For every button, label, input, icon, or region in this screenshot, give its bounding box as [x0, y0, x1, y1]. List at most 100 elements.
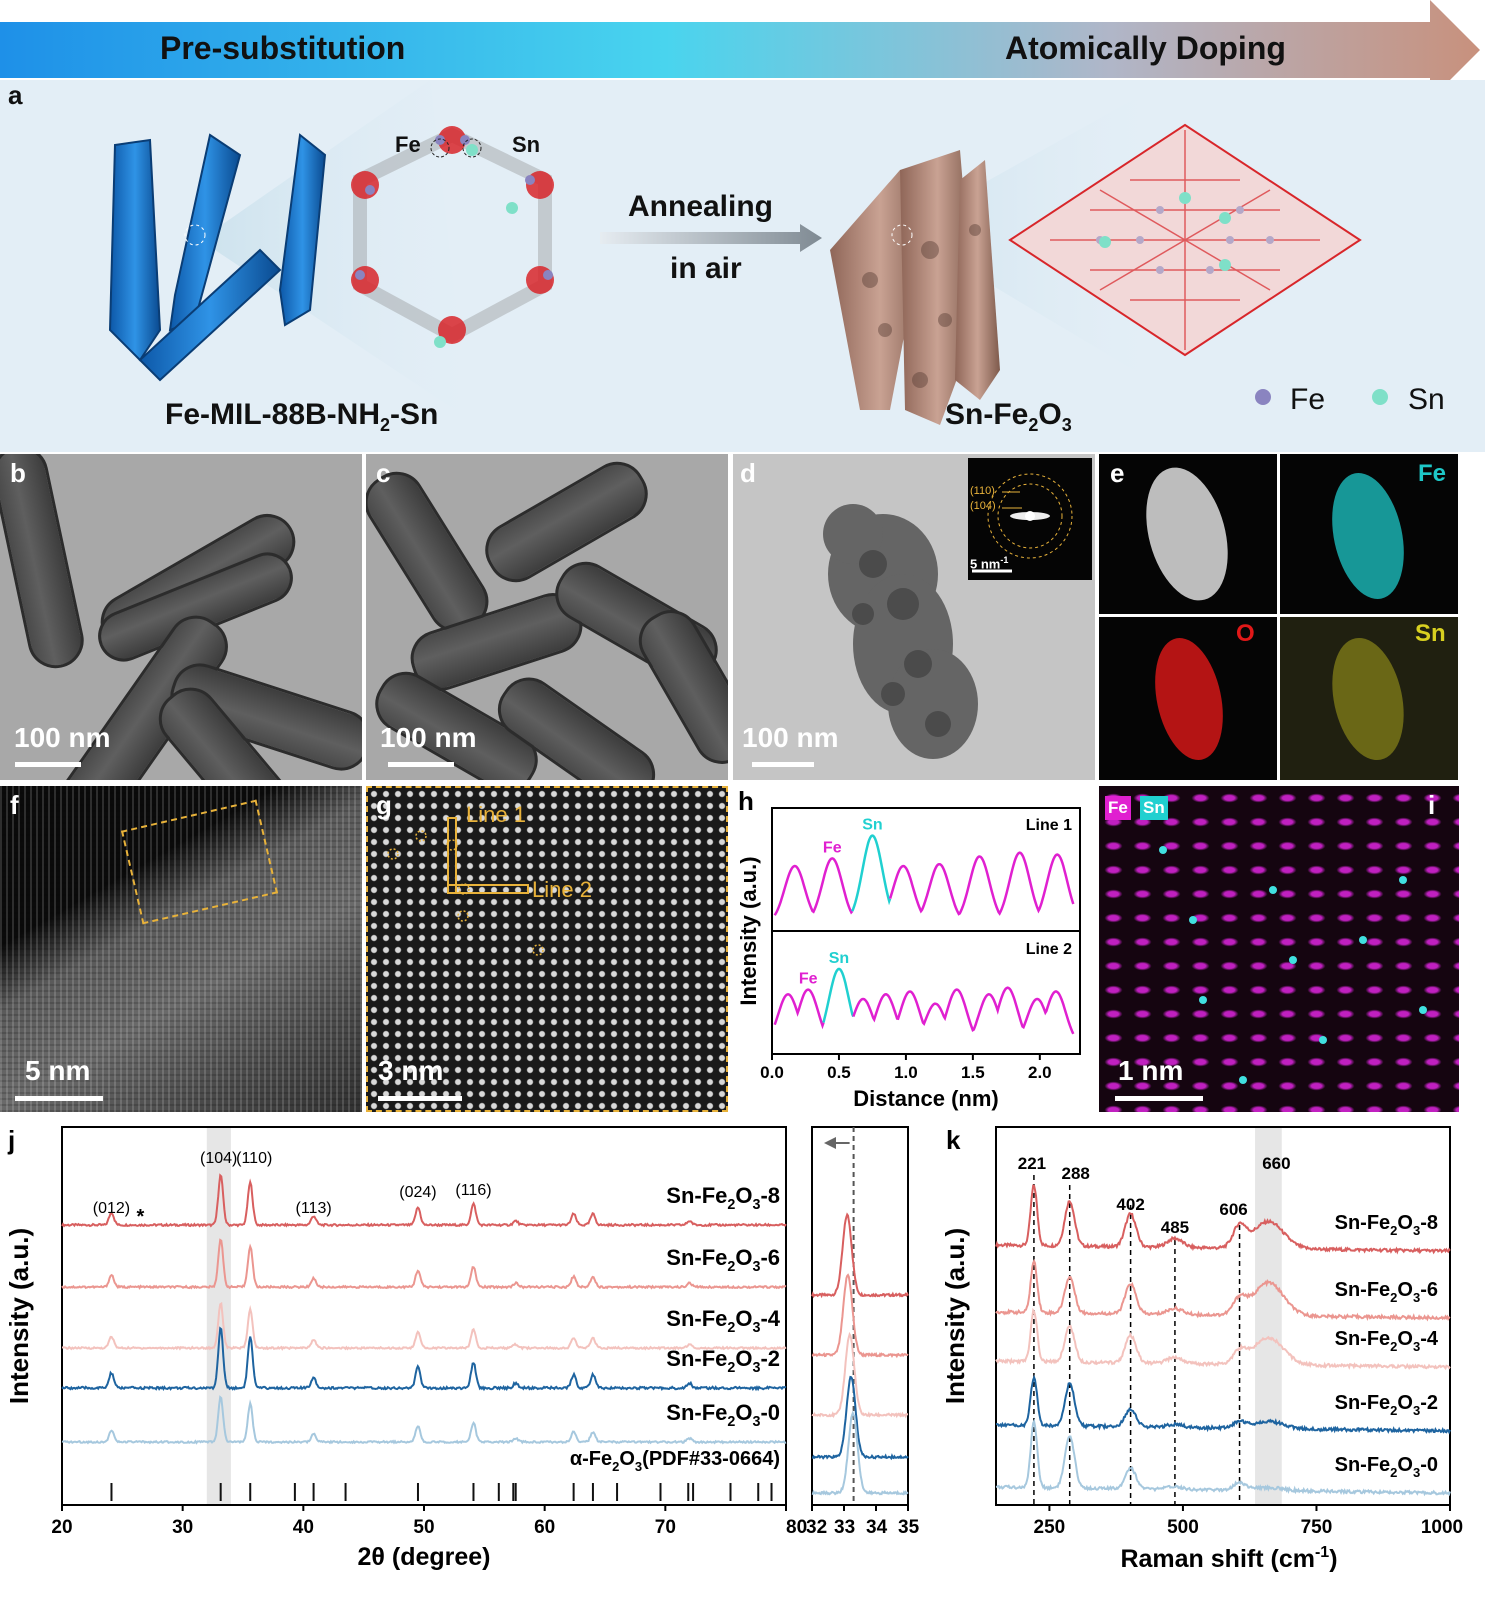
panel-g-letter: g [376, 790, 392, 820]
panel-c-scale-bar [388, 762, 454, 767]
zoom-frame [811, 1126, 909, 1506]
xrd-series-label: Sn-Fe2O3-2 [666, 1346, 780, 1376]
xrd-series-line [61, 1326, 787, 1392]
panel-j-letter-mark: j [7, 1125, 15, 1155]
raman-series-line [995, 1184, 1451, 1255]
x-axis-title: Raman shift (cm-1) [1120, 1544, 1337, 1573]
sn-map [1280, 617, 1458, 780]
profile-curve-1-sn [851, 834, 892, 912]
raman-series-line [996, 1374, 1451, 1435]
xrd-peak-label: (024) [399, 1184, 436, 1201]
raman-series-label: Sn-Fe2O3-0 [1335, 1454, 1438, 1480]
legend-fe-label: Fe [1290, 383, 1326, 416]
panel-h-letter-mark: h [738, 786, 754, 816]
profile-line-label: Line 1 [1026, 817, 1072, 834]
haadf-image-g [366, 786, 728, 1112]
panel-c-letter: c [376, 458, 391, 488]
zoom-series-line [811, 1331, 909, 1419]
y-axis-title: Intensity (a.u.) [736, 856, 761, 1005]
zoom-tick-labels: 8032 33 34 35 [786, 1517, 920, 1538]
panel-b-scale-label: 100 nm [14, 722, 111, 753]
eds-fe-tag: Fe [1105, 796, 1131, 820]
profile-curve-2-sn [822, 967, 855, 1023]
banner-left-label: Pre-substitution [160, 30, 406, 66]
mof-fe-tag: Fe [395, 132, 421, 157]
x-axis-title: Distance (nm) [853, 1086, 998, 1111]
xrd-peak-label: (113) [296, 1200, 332, 1217]
x-tick-label: 40 [293, 1517, 314, 1538]
hematite-lattice [1008, 123, 1362, 357]
panel-b-scale-bar [15, 762, 81, 767]
panel-f-letter: f [10, 790, 19, 820]
x-tick-label: 30 [172, 1517, 193, 1538]
x-tick-label: 1.0 [894, 1063, 918, 1082]
x-tick-label: 1000 [1421, 1517, 1463, 1538]
eds-sn-tag: Sn [1140, 796, 1168, 820]
x-tick-label: 2.0 [1028, 1063, 1052, 1082]
panel-c-scale-label: 100 nm [380, 722, 477, 753]
oxide-caption: Sn-Fe2O3 [945, 398, 1072, 435]
x-tick-label: 20 [51, 1517, 72, 1538]
raman-series-label: Sn-Fe2O3-2 [1335, 1392, 1438, 1418]
xrd-peak-label: (104) [200, 1150, 237, 1167]
y-axis-title: Intensity (a.u.) [4, 1228, 34, 1404]
shift-arrow-head [824, 1137, 836, 1149]
zoom-series-line [811, 1375, 909, 1461]
line-profile-chart: h Line 1 Sn Fe Line 2 Sn Fe 0.0 0.5 1.0 1.5 2.0 Dist… [736, 786, 1081, 1111]
legend-sn-atom-icon [1372, 389, 1388, 405]
panel-g-scale-bar [378, 1096, 462, 1101]
y-axis-title: Intensity (a.u.) [940, 1228, 970, 1404]
x-tick-label: 0.0 [760, 1063, 784, 1082]
eds-atomic-map [1099, 786, 1459, 1112]
legend-fe-atom-icon [1255, 389, 1271, 405]
fe-peak-label: Fe [799, 971, 818, 988]
zoom-series-line [811, 1273, 909, 1359]
profile-curve-2-fe [852, 986, 1075, 1035]
o-map-label: O [1236, 620, 1255, 647]
xrd-peak-label: (012) [93, 1200, 130, 1217]
x-tick-label: 60 [534, 1517, 555, 1538]
raman-series-label: Sn-Fe2O3-8 [1335, 1212, 1438, 1238]
saed-scale-label: 5 nm-1 [970, 555, 1009, 572]
raman-chart: k Sn-Fe2O3-8 Sn-Fe2O3-6 Sn-Fe2O3-4 Sn-Fe2O3-… [940, 1125, 1463, 1573]
reference-label: α-Fe2O3(PDF#33-0664) [570, 1448, 780, 1474]
mof-caption: Fe-MIL-88B-NH2-Sn [165, 398, 439, 435]
raman-series-line [995, 1418, 1451, 1497]
panel-f-scale-bar [15, 1096, 103, 1101]
x-tick-label: 500 [1167, 1517, 1199, 1538]
panel-a-letter: a [8, 80, 23, 110]
raman-peak-label: 221 [1018, 1154, 1046, 1173]
raman-series-line [995, 1307, 1451, 1371]
fe-map-label: Fe [1418, 460, 1447, 487]
panel-d-letter: d [740, 458, 756, 488]
saed-ring-110-label: (110) [970, 485, 995, 497]
profile-curve-1-fe [888, 851, 1075, 916]
process-banner [0, 0, 1480, 100]
o-map [1099, 617, 1277, 780]
xrd-peak-label: (116) [455, 1182, 491, 1199]
panel-e-letter: e [1110, 458, 1125, 488]
sn-peak-label: Sn [829, 950, 849, 967]
panel-f-scale-label: 5 nm [25, 1055, 91, 1086]
plot-frame [995, 1126, 1451, 1506]
arrow-label-line1: Annealing [628, 190, 774, 223]
fe-map [1280, 454, 1458, 614]
haadf-map [1099, 454, 1277, 614]
x-tick-label: 750 [1301, 1517, 1333, 1538]
x-tick-label: 1.5 [961, 1063, 985, 1082]
oxide-rods [830, 150, 1000, 425]
profile-curve-2-fe [773, 988, 825, 1030]
xrd-series-line [61, 1173, 787, 1228]
panel-i-scale-bar [1115, 1096, 1203, 1101]
xrd-series-line [61, 1395, 787, 1445]
xrd-series-line [61, 1301, 787, 1351]
xrd-series-label: Sn-Fe2O3-6 [666, 1245, 780, 1275]
line1-label: Line 1 [466, 802, 526, 827]
highlight-band [1255, 1127, 1282, 1505]
xrd-series-line [61, 1238, 787, 1290]
raman-peak-label: 402 [1116, 1195, 1144, 1214]
mof-crystals [108, 133, 327, 382]
x-tick-label: 250 [1034, 1517, 1066, 1538]
panel-i-letter: i [1428, 790, 1436, 820]
x-tick-label: 0.5 [827, 1063, 851, 1082]
